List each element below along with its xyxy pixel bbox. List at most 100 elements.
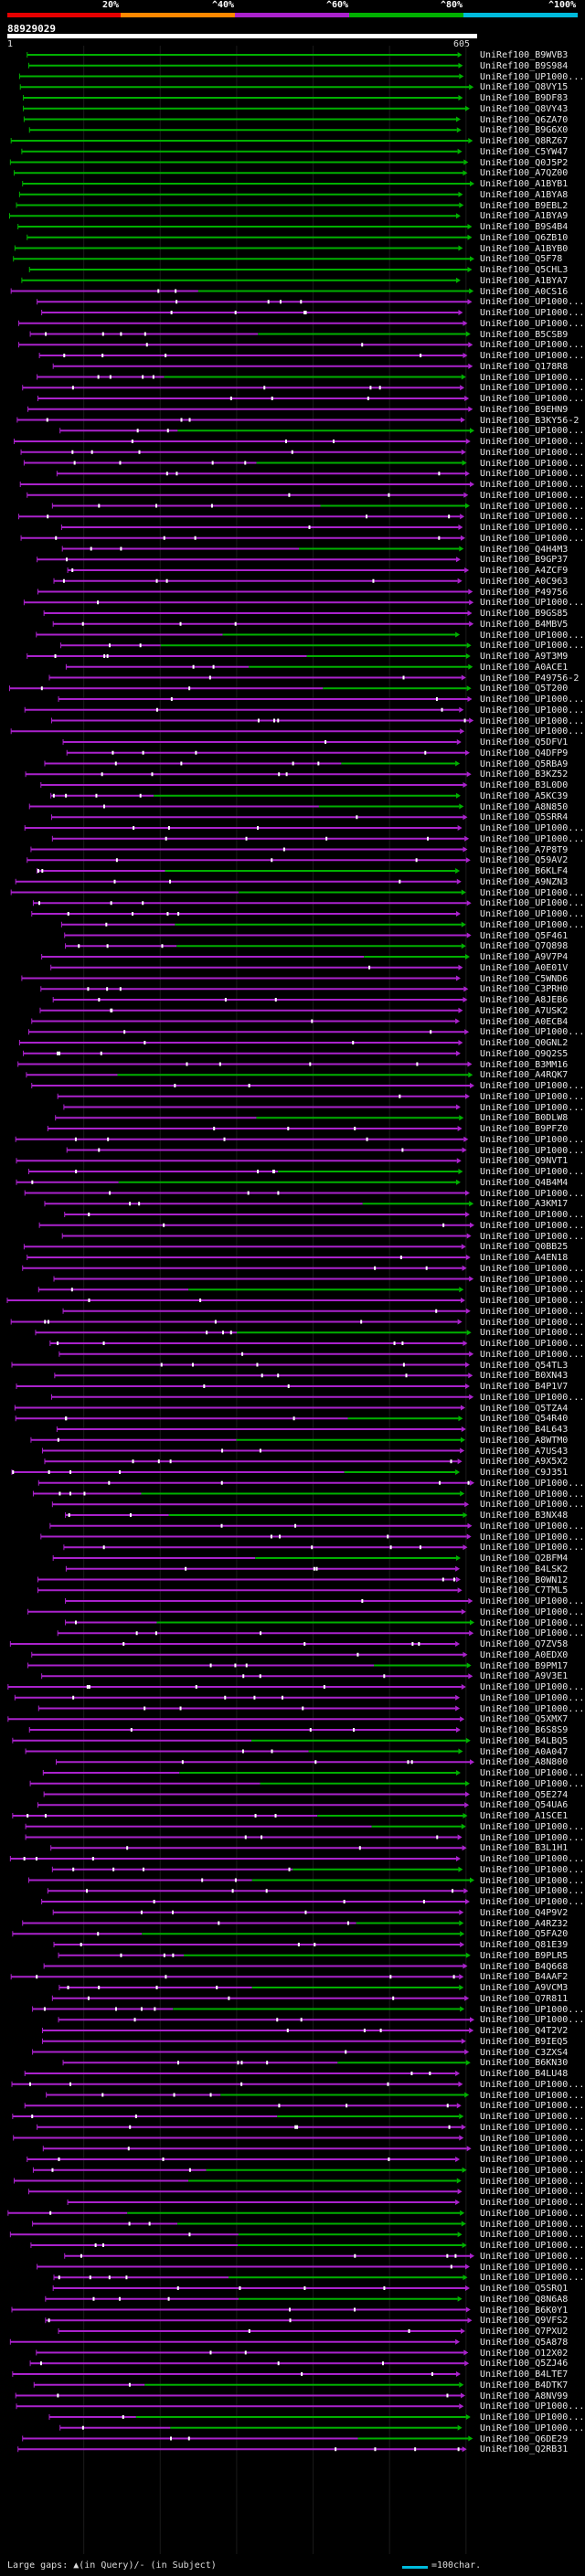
hit-label[interactable]: UniRef100_B9DF83 bbox=[480, 93, 569, 103]
hit-label[interactable]: UniRef100_A9T3M9 bbox=[480, 652, 569, 662]
hit-label[interactable]: UniRef100_B4L643 bbox=[480, 1425, 569, 1435]
hit-label[interactable]: UniRef100_A9NZN3 bbox=[480, 876, 569, 887]
hit-label[interactable]: UniRef100_UP1000... bbox=[480, 469, 585, 480]
hit-label[interactable]: UniRef100_C9J351 bbox=[480, 1468, 569, 1478]
hit-label[interactable]: UniRef100_Q8VY15 bbox=[480, 82, 569, 93]
hit-label[interactable]: UniRef100_UP1000... bbox=[480, 2219, 585, 2230]
hit-label[interactable]: UniRef100_Q5SRR4 bbox=[480, 812, 569, 823]
hit-label[interactable]: UniRef100_UP1000... bbox=[480, 1478, 585, 1489]
hit-label[interactable]: UniRef100_A8WTM0 bbox=[480, 1435, 569, 1446]
hit-label[interactable]: UniRef100_UP1000... bbox=[480, 1339, 585, 1349]
hit-label[interactable]: UniRef100_A7P8T9 bbox=[480, 844, 569, 855]
hit-label[interactable]: UniRef100_B3MM16 bbox=[480, 1059, 569, 1070]
hit-label[interactable]: UniRef100_UP1000... bbox=[480, 2176, 585, 2187]
hit-label[interactable]: UniRef100_B6K0Y1 bbox=[480, 2305, 569, 2316]
hit-label[interactable]: UniRef100_UP1000... bbox=[480, 501, 585, 512]
hit-label[interactable]: UniRef100_UP1000... bbox=[480, 1617, 585, 1628]
hit-label[interactable]: UniRef100_UP1000... bbox=[480, 340, 585, 351]
hit-label[interactable]: UniRef100_B0XN43 bbox=[480, 1371, 569, 1382]
hit-label[interactable]: UniRef100_A4EN18 bbox=[480, 1253, 569, 1263]
hit-label[interactable]: UniRef100_UP1000... bbox=[480, 2122, 585, 2133]
hit-label[interactable]: UniRef100_UP1000... bbox=[480, 2198, 585, 2208]
hit-label[interactable]: UniRef100_UP1000... bbox=[480, 1285, 585, 1296]
hit-label[interactable]: UniRef100_B4MBV5 bbox=[480, 619, 569, 630]
hit-label[interactable]: UniRef100_UP1000... bbox=[480, 1489, 585, 1500]
hit-label[interactable]: UniRef100_UP1000... bbox=[480, 1897, 585, 1907]
hit-label[interactable]: UniRef100_B9WVB3 bbox=[480, 50, 569, 60]
hit-label[interactable]: UniRef100_Q5FA20 bbox=[480, 1929, 569, 1940]
hit-label[interactable]: UniRef100_UP1000... bbox=[480, 2241, 585, 2251]
hit-label[interactable]: UniRef100_B4LU48 bbox=[480, 2069, 569, 2079]
hit-label[interactable]: UniRef100_UP1000... bbox=[480, 909, 585, 919]
hit-label[interactable]: UniRef100_UP1000... bbox=[480, 2412, 585, 2422]
hit-label[interactable]: UniRef100_UP1000... bbox=[480, 480, 585, 490]
hit-label[interactable]: UniRef100_UP1000... bbox=[480, 1821, 585, 1832]
hit-label[interactable]: UniRef100_A1BYB0 bbox=[480, 243, 569, 254]
hit-label[interactable]: UniRef100_UP1000... bbox=[480, 372, 585, 383]
hit-label[interactable]: UniRef100_B9IEQ5 bbox=[480, 2036, 569, 2047]
hit-label[interactable]: UniRef100_A7QZ00 bbox=[480, 168, 569, 179]
hit-label[interactable]: UniRef100_C3ZXS4 bbox=[480, 2047, 569, 2058]
hit-label[interactable]: UniRef100_UP1000... bbox=[480, 726, 585, 737]
hit-label[interactable]: UniRef100_B4LSK2 bbox=[480, 1564, 569, 1574]
hit-label[interactable]: UniRef100_UP1000... bbox=[480, 1392, 585, 1403]
hit-label[interactable]: UniRef100_B0DLW8 bbox=[480, 1113, 569, 1124]
hit-label[interactable]: UniRef100_UP1000... bbox=[480, 1703, 585, 1714]
hit-label[interactable]: UniRef100_UP1000... bbox=[480, 2155, 585, 2165]
hit-label[interactable]: UniRef100_UP1000... bbox=[480, 1317, 585, 1328]
hit-label[interactable]: UniRef100_UP1000... bbox=[480, 523, 585, 533]
hit-label[interactable]: UniRef100_UP1000... bbox=[480, 898, 585, 909]
hit-label[interactable]: UniRef100_UP1000... bbox=[480, 1832, 585, 1843]
hit-label[interactable]: UniRef100_B9GP37 bbox=[480, 555, 569, 566]
hit-label[interactable]: UniRef100_Q8N6A8 bbox=[480, 2294, 569, 2305]
hit-label[interactable]: UniRef100_A7US43 bbox=[480, 1446, 569, 1457]
hit-label[interactable]: UniRef100_UP1000... bbox=[480, 1296, 585, 1306]
hit-label[interactable]: UniRef100_UP1000... bbox=[480, 2112, 585, 2122]
hit-label[interactable]: UniRef100_B3L1H1 bbox=[480, 1843, 569, 1854]
hit-label[interactable]: UniRef100_UP1000... bbox=[480, 1778, 585, 1789]
hit-label[interactable]: UniRef100_B4LTE7 bbox=[480, 2369, 569, 2380]
hit-label[interactable]: UniRef100_UP1000... bbox=[480, 2004, 585, 2015]
hit-label[interactable]: UniRef100_UP1000... bbox=[480, 694, 585, 705]
hit-label[interactable]: UniRef100_Q4T2V2 bbox=[480, 2026, 569, 2036]
hit-label[interactable]: UniRef100_UP1000... bbox=[480, 2079, 585, 2090]
hit-label[interactable]: UniRef100_B4AAF2 bbox=[480, 1972, 569, 1983]
hit-label[interactable]: UniRef100_A3KM17 bbox=[480, 1199, 569, 1210]
hit-label[interactable]: UniRef100_UP1000... bbox=[480, 458, 585, 469]
hit-label[interactable]: UniRef100_Q5ZJ46 bbox=[480, 2359, 569, 2369]
hit-label[interactable]: UniRef100_UP1000... bbox=[480, 1628, 585, 1639]
hit-label[interactable]: UniRef100_Q4B4M4 bbox=[480, 1177, 569, 1188]
hit-label[interactable]: UniRef100_UP1000... bbox=[480, 1682, 585, 1692]
hit-label[interactable]: UniRef100_Q5E274 bbox=[480, 1789, 569, 1800]
hit-label[interactable]: UniRef100_UP1000... bbox=[480, 1231, 585, 1242]
hit-label[interactable]: UniRef100_A8N850 bbox=[480, 801, 569, 812]
hit-label[interactable]: UniRef100_Q4P9V2 bbox=[480, 1907, 569, 1918]
hit-label[interactable]: UniRef100_A0CS16 bbox=[480, 286, 569, 297]
hit-label[interactable]: UniRef100_B3KY56-2 bbox=[480, 415, 580, 426]
hit-label[interactable]: UniRef100_Q8RZ67 bbox=[480, 136, 569, 146]
hit-label[interactable]: UniRef100_B9PFZ0 bbox=[480, 1124, 569, 1134]
hit-label[interactable]: UniRef100_UP1000... bbox=[480, 1596, 585, 1606]
hit-label[interactable]: UniRef100_UP1000... bbox=[480, 351, 585, 361]
hit-label[interactable]: UniRef100_B4LBQ5 bbox=[480, 1735, 569, 1746]
hit-label[interactable]: UniRef100_Q81E39 bbox=[480, 1940, 569, 1950]
hit-label[interactable]: UniRef100_UP1000... bbox=[480, 1854, 585, 1864]
hit-label[interactable]: UniRef100_Q5RBA9 bbox=[480, 758, 569, 769]
hit-label[interactable]: UniRef100_UP1000... bbox=[480, 2101, 585, 2112]
hit-label[interactable]: UniRef100_UP1000... bbox=[480, 1606, 585, 1617]
hit-label[interactable]: UniRef100_A1BYA8 bbox=[480, 189, 569, 200]
hit-label[interactable]: UniRef100_A4ZCF9 bbox=[480, 566, 569, 576]
hit-label[interactable]: UniRef100_B6KN30 bbox=[480, 2058, 569, 2069]
hit-label[interactable]: UniRef100_B6KLF4 bbox=[480, 866, 569, 876]
hit-label[interactable]: UniRef100_UP1000... bbox=[480, 598, 585, 609]
hit-label[interactable]: UniRef100_Q5DFV1 bbox=[480, 737, 569, 747]
hit-label[interactable]: UniRef100_UP1000... bbox=[480, 705, 585, 716]
hit-label[interactable]: UniRef100_UP1000... bbox=[480, 533, 585, 544]
hit-label[interactable]: UniRef100_Q5TZA4 bbox=[480, 1403, 569, 1414]
hit-label[interactable]: UniRef100_UP1000... bbox=[480, 1875, 585, 1886]
hit-label[interactable]: UniRef100_B4DTK7 bbox=[480, 2380, 569, 2390]
hit-label[interactable]: UniRef100_UP1000... bbox=[480, 1102, 585, 1113]
hit-label[interactable]: UniRef100_C5WND6 bbox=[480, 973, 569, 984]
hit-label[interactable]: UniRef100_B3NX48 bbox=[480, 1511, 569, 1521]
hit-label[interactable]: UniRef100_Q5F461 bbox=[480, 930, 569, 941]
